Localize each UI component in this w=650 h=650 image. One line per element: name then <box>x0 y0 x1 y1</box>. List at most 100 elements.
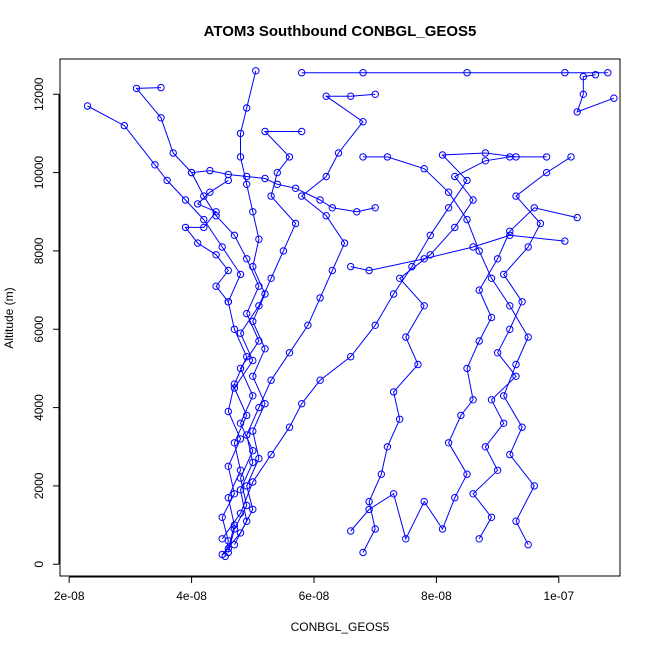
data-point <box>200 192 208 200</box>
data-point <box>500 270 508 279</box>
x-axis: 2e-08 4e-08 6e-08 8e-08 1e-07 <box>54 576 574 603</box>
data-point <box>383 443 392 451</box>
data-point <box>212 282 220 290</box>
data-point <box>249 478 257 486</box>
data-point <box>444 188 453 196</box>
data-point <box>236 529 245 537</box>
data-point <box>359 69 367 77</box>
series-7 <box>359 153 551 557</box>
data-point <box>530 204 538 212</box>
data-point <box>475 247 483 255</box>
data-point <box>402 333 410 341</box>
data-point <box>451 172 459 181</box>
data-point <box>298 400 306 408</box>
data-point <box>224 170 233 179</box>
data-point <box>487 396 496 404</box>
data-point <box>500 392 508 400</box>
data-point <box>291 184 300 193</box>
data-point <box>120 121 129 130</box>
data-point <box>610 94 618 102</box>
series-2 <box>132 83 263 557</box>
data-point <box>371 525 379 533</box>
data-point <box>506 302 514 310</box>
data-point <box>261 127 269 136</box>
y-tick-label: 10000 <box>32 156 46 190</box>
series-line <box>363 156 535 545</box>
data-point <box>285 153 294 161</box>
series-15 <box>187 166 379 216</box>
data-point <box>579 90 587 99</box>
y-tick-label: 8000 <box>32 237 46 264</box>
series-line <box>350 207 578 541</box>
data-point <box>151 161 159 169</box>
data-point <box>396 274 404 282</box>
y-tick-label: 12000 <box>32 77 46 111</box>
data-point <box>506 325 514 333</box>
data-point <box>542 168 551 177</box>
data-point <box>252 67 260 75</box>
y-tick-label: 2000 <box>32 472 46 499</box>
data-point <box>230 231 239 240</box>
chart-title: ATOM3 Southbound CONBGL_GEOS5 <box>204 23 477 40</box>
data-point <box>267 376 275 384</box>
series-3 <box>218 67 269 559</box>
series-10 <box>359 153 538 549</box>
data-point <box>371 321 379 329</box>
series-11 <box>298 69 612 77</box>
data-point <box>236 435 245 443</box>
data-point <box>365 266 373 275</box>
data-point <box>481 149 490 157</box>
data-point <box>536 219 545 228</box>
series-5 <box>230 90 379 549</box>
data-point <box>194 200 202 208</box>
data-point <box>353 208 361 216</box>
data-point <box>451 223 459 232</box>
data-point <box>212 251 220 259</box>
data-point <box>438 525 447 533</box>
data-point <box>163 176 171 185</box>
data-point <box>383 153 392 161</box>
data-point <box>243 309 251 318</box>
data-point <box>236 509 245 517</box>
data-point <box>249 458 257 467</box>
data-point <box>530 482 538 490</box>
series-line <box>221 70 266 555</box>
data-point <box>469 396 477 404</box>
data-point <box>457 411 465 420</box>
plot-frame <box>59 58 621 577</box>
data-point <box>371 90 379 99</box>
data-point <box>261 174 269 183</box>
data-point <box>402 535 410 543</box>
data-point <box>279 247 288 255</box>
series-line <box>191 170 376 213</box>
data-point <box>194 239 202 247</box>
y-tick-label: 4000 <box>32 394 46 421</box>
data-point <box>230 325 239 333</box>
data-point <box>463 470 471 478</box>
data-point <box>243 180 251 189</box>
data-point <box>396 415 404 423</box>
data-point <box>506 450 514 459</box>
series-14 <box>181 176 233 306</box>
data-point <box>377 470 385 478</box>
data-point <box>328 204 336 212</box>
series-13 <box>347 231 569 275</box>
data-point <box>420 497 428 506</box>
x-tick-label: 8e-08 <box>421 589 452 603</box>
data-point <box>371 204 379 212</box>
data-point <box>255 454 263 463</box>
data-point <box>206 188 214 196</box>
data-point <box>573 108 581 116</box>
x-axis-label: CONBGL_GEOS5 <box>291 620 390 634</box>
data-point <box>243 172 251 181</box>
data-point <box>359 548 367 557</box>
data-point <box>236 364 245 373</box>
data-point <box>249 447 257 455</box>
x-tick-label: 1e-07 <box>543 589 574 603</box>
data-point <box>487 513 496 521</box>
data-point <box>224 176 233 185</box>
series-line <box>233 93 376 545</box>
data-point <box>218 513 226 521</box>
data-point <box>255 337 263 345</box>
